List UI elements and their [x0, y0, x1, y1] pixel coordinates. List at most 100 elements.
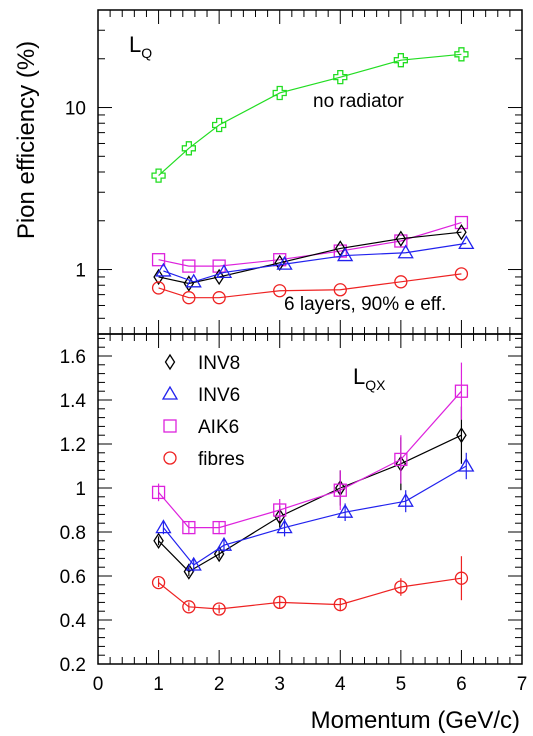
bottom-data-point-aik6	[182, 520, 196, 535]
top-data-point-no-radiator	[333, 70, 348, 85]
top-data-point-fibres	[454, 267, 469, 281]
bottom-data-point-inv6	[155, 519, 172, 534]
top-data-point-fibres	[151, 281, 166, 295]
top-data-point-inv6	[276, 255, 293, 270]
top-series-layer	[151, 47, 475, 305]
bottom-y-tick-label: 0.4	[60, 611, 87, 632]
bottom-y-tick-label: 1	[75, 479, 86, 500]
top-series-line-aik6	[158, 221, 462, 267]
legend-marker-aik6	[163, 419, 177, 433]
legend-marker-inv8	[164, 353, 176, 371]
top-data-point-no-radiator	[454, 47, 469, 62]
bottom-data-point-fibres	[212, 602, 226, 616]
bottom-panel-label-sub: QX	[365, 377, 386, 393]
top-data-point-no-radiator	[151, 168, 166, 183]
bottom-data-point-inv8	[153, 532, 164, 550]
x-axis-label: Momentum (GeV/c)	[311, 707, 520, 734]
top-data-point-fibres	[182, 291, 196, 305]
x-tick-label: 6	[456, 674, 467, 695]
x-tick-label: 7	[517, 674, 528, 695]
bottom-data-point-fibres	[454, 571, 469, 585]
bottom-y-tick-label: 1.4	[60, 391, 87, 412]
x-tick-label: 5	[396, 674, 407, 695]
top-data-point-inv8	[456, 223, 467, 241]
top-data-point-inv6	[155, 262, 172, 277]
x-tick-label: 4	[335, 674, 346, 695]
bottom-data-point-inv8	[213, 545, 225, 563]
bottom-data-point-inv8	[456, 426, 467, 444]
legend-label-aik6: AIK6	[198, 417, 239, 438]
bottom-data-point-aik6	[151, 485, 166, 500]
bottom-panel-frame	[97, 333, 523, 665]
top-data-point-fibres	[394, 275, 408, 289]
x-tick-label: 3	[274, 674, 285, 695]
top-data-point-inv6	[458, 235, 475, 250]
bottom-panel-label: LQX	[353, 364, 386, 393]
bottom-data-point-fibres	[182, 600, 196, 614]
top-series-line-inv6	[163, 242, 467, 283]
top-series-line-no-radiator	[158, 53, 462, 177]
bottom-data-point-fibres	[151, 575, 166, 590]
bottom-y-tick-label: 0.2	[60, 655, 86, 676]
tick-label-layer: 0 1 2 3 4 5 6 7 1 10 0.2 0.4 0.6 0.8 1 1.2 1.4 1.6	[60, 99, 528, 695]
bottom-data-point-inv6	[276, 519, 293, 534]
top-data-point-no-radiator	[181, 141, 197, 156]
bottom-data-point-inv6	[215, 536, 233, 551]
top-data-point-fibres	[333, 283, 347, 297]
bottom-y-tick-label: 1.2	[60, 435, 86, 456]
top-y-tick-label: 10	[65, 99, 86, 120]
bottom-data-point-aik6	[333, 483, 347, 497]
top-axis-ticks	[97, 9, 523, 335]
legend-label-inv6: INV6	[198, 385, 240, 406]
top-data-point-inv6	[336, 247, 354, 262]
top-data-point-no-radiator	[211, 117, 227, 133]
bottom-axis-ticks	[97, 334, 523, 665]
top-panel-label: LQ	[129, 32, 152, 61]
bottom-data-point-aik6	[454, 384, 469, 398]
x-tick-label: 2	[214, 674, 225, 695]
bottom-data-point-inv6	[458, 457, 475, 472]
top-data-point-aik6	[394, 234, 408, 248]
x-tick-label: 0	[93, 674, 104, 695]
top-data-point-aik6	[151, 253, 166, 267]
top-data-point-inv6	[215, 264, 233, 279]
bottom-series-layer	[151, 362, 475, 616]
legend-label-fibres: fibres	[198, 449, 244, 470]
bottom-data-point-inv8	[183, 563, 195, 580]
y-axis-label: Pion efficiency (%)	[13, 41, 40, 239]
bottom-data-point-fibres	[273, 595, 287, 610]
bottom-data-point-aik6	[212, 520, 226, 535]
annotation-no-radiator: no radiator	[313, 91, 405, 112]
top-data-point-inv8	[395, 230, 407, 247]
top-data-point-inv8	[153, 268, 164, 286]
bottom-data-point-inv6	[397, 492, 414, 507]
bottom-series-line-fibres	[158, 577, 462, 610]
top-data-point-fibres	[273, 284, 287, 298]
top-data-point-aik6	[454, 215, 469, 230]
bottom-data-point-inv6	[185, 556, 202, 571]
bottom-y-tick-label: 0.8	[60, 523, 86, 544]
legend: INV8 INV6 AIK6 fibres	[161, 353, 244, 470]
top-data-point-inv8	[335, 240, 346, 257]
bottom-data-point-inv8	[274, 508, 285, 525]
top-data-point-inv6	[397, 244, 414, 259]
x-tick-label: 1	[153, 674, 164, 695]
top-panel-label-sub: Q	[141, 45, 152, 61]
bottom-y-tick-label: 1.6	[60, 347, 86, 368]
legend-label-inv8: INV8	[198, 353, 240, 374]
top-panel-label-main: L	[129, 32, 141, 57]
top-series-line-fibres	[158, 273, 462, 299]
bottom-data-point-aik6	[273, 503, 287, 517]
bottom-data-point-aik6	[394, 452, 408, 467]
top-data-point-fibres	[212, 291, 226, 305]
bottom-y-tick-label: 0.6	[60, 567, 86, 588]
top-data-point-aik6	[182, 259, 196, 273]
top-data-point-no-radiator	[393, 53, 409, 68]
top-data-point-no-radiator	[272, 85, 287, 101]
bottom-data-point-fibres	[394, 580, 408, 594]
bottom-panel-label-main: L	[353, 364, 365, 389]
top-series-line-inv8	[158, 231, 462, 285]
top-y-tick-label: 1	[75, 261, 86, 282]
annotation-layers: 6 layers, 90% e eff.	[284, 294, 446, 315]
